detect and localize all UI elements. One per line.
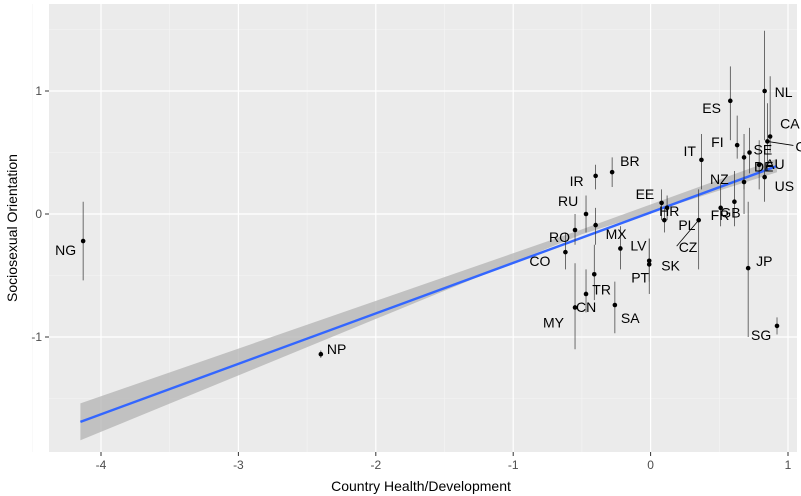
data-point-it [699, 157, 704, 163]
data-point-fr [718, 205, 723, 211]
point-label-us: US [775, 178, 794, 194]
x-tick-label: -1 [508, 458, 519, 472]
data-point-nl [762, 88, 767, 94]
data-point-lv [618, 246, 623, 251]
point-label-sa: SA [621, 310, 640, 326]
y-tick-label: 0 [35, 207, 42, 221]
point-label-nz: NZ [710, 171, 729, 187]
data-point-co [563, 249, 568, 255]
point-label-jp: JP [756, 253, 772, 269]
point-label-nl: NL [775, 84, 793, 100]
x-tick-label: 1 [785, 458, 792, 472]
point-label-ch: CH [795, 138, 801, 154]
x-axis-title: Country Health/Development [331, 478, 511, 494]
data-point-ro [572, 227, 578, 233]
data-point-de [741, 155, 747, 160]
data-point-jp [745, 265, 751, 271]
data-point-ng [80, 238, 86, 244]
point-label-hr: HR [659, 203, 679, 219]
y-tick-label: -1 [31, 330, 42, 344]
y-axis-title: Sociosexual Orientation [4, 154, 20, 302]
x-tick-label: -2 [370, 458, 381, 472]
point-label-ro: RO [549, 229, 570, 245]
point-label-ng: NG [55, 242, 76, 258]
point-label-ca: CA [780, 116, 800, 132]
data-point-ru [583, 211, 589, 217]
label-leader-cz [676, 219, 699, 247]
point-label-ir: IR [570, 173, 584, 189]
major-gridlines [49, 4, 797, 452]
point-label-fi: FI [711, 134, 723, 150]
minor-gridlines [31, 4, 797, 452]
confidence-ribbon [80, 158, 777, 441]
point-label-sg: SG [751, 327, 771, 343]
data-point-ir [593, 173, 598, 179]
x-tick-label: -4 [96, 458, 107, 472]
data-point-gb [732, 199, 737, 204]
x-axis-ticks: -4 -3 -2 -1 0 1 [96, 452, 792, 472]
point-label-tr: TR [592, 281, 611, 297]
data-point-my [572, 305, 578, 310]
point-label-cz: CZ [679, 239, 698, 255]
point-label-my: MY [543, 314, 565, 330]
point-label-lv: LV [630, 237, 647, 253]
data-point-sg [774, 323, 780, 329]
regression-line-layer [79, 164, 778, 423]
data-points-layer [80, 88, 780, 357]
point-label-gb: GB [720, 205, 740, 221]
point-label-it: IT [683, 143, 696, 159]
point-label-fr: FR [711, 207, 730, 223]
point-label-pt: PT [631, 269, 649, 285]
data-point-tr [591, 271, 597, 277]
data-point-mx [593, 222, 598, 228]
data-point-ee [659, 200, 664, 206]
point-label-es: ES [702, 100, 721, 116]
x-tick-label: 0 [647, 458, 654, 472]
data-point-es [727, 98, 733, 104]
confidence-ribbon-layer [80, 158, 777, 441]
data-point-sk [646, 258, 652, 264]
data-point-ca [767, 134, 773, 139]
point-label-np: NP [327, 341, 346, 357]
point-label-pl: PL [678, 217, 695, 233]
data-point-pl [662, 217, 667, 223]
point-label-ru: RU [558, 193, 578, 209]
point-label-au: AU [765, 156, 784, 172]
point-label-cn: CN [576, 299, 596, 315]
point-label-sk: SK [661, 258, 680, 274]
point-label-ee: EE [636, 186, 655, 202]
data-point-hr [664, 205, 670, 211]
data-point-br [609, 169, 615, 175]
data-point-us [762, 174, 767, 180]
data-point-sa [612, 302, 618, 308]
data-point-pt [646, 262, 652, 267]
point-label-co: CO [529, 253, 550, 269]
point-label-de: DE [754, 158, 773, 174]
point-label-mx: MX [606, 226, 628, 242]
label-leader-ch [767, 141, 794, 146]
x-tick-label: -3 [233, 458, 244, 472]
data-point-cn [583, 291, 589, 297]
data-point-se [747, 150, 752, 155]
data-point-fi [734, 142, 740, 148]
point-label-br: BR [620, 153, 639, 169]
data-point-np [318, 351, 324, 357]
point-label-se: SE [754, 142, 773, 158]
y-axis-ticks: -1 0 1 [31, 84, 49, 344]
data-point-nz [741, 179, 747, 185]
regression-line [79, 164, 778, 423]
data-point-au [756, 162, 762, 168]
y-tick-label: 1 [35, 84, 42, 98]
